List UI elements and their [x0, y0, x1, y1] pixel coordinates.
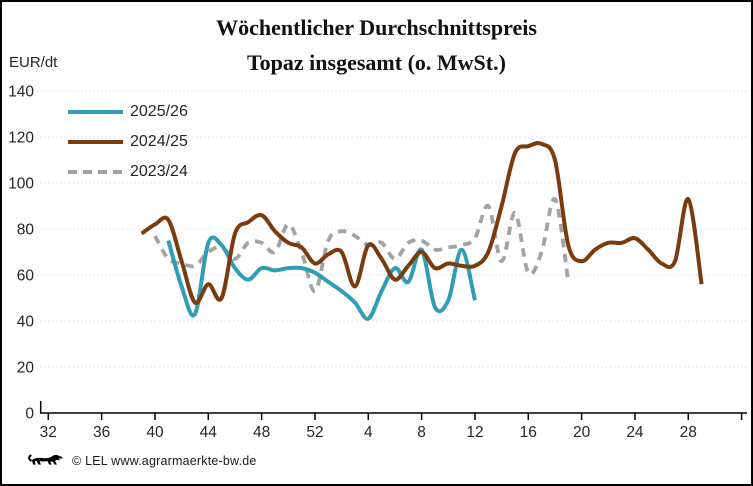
legend-line-sample-dashed-gray — [68, 170, 123, 174]
x-tick-label: 52 — [306, 424, 323, 441]
x-tick-label: 16 — [520, 424, 537, 441]
x-tick-label: 12 — [466, 424, 483, 441]
x-tick-label: 4 — [364, 424, 373, 441]
series-line-2024-25 — [140, 141, 704, 305]
y-tick-label: 100 — [8, 176, 34, 193]
series-line-2023-24 — [153, 197, 571, 294]
x-tick-label: 40 — [146, 424, 164, 441]
x-tick-label: 44 — [200, 424, 218, 441]
y-axis-unit-label: EUR/dt — [9, 54, 58, 71]
legend-item-2023-24: 2023/24 — [68, 157, 188, 187]
x-tick-label: 8 — [417, 424, 426, 441]
chart-title-line2: Topaz insgesamt (o. MwSt.) — [247, 50, 506, 75]
chart-title-line1: Wöchentlicher Durchschnittspreis — [216, 15, 537, 40]
bw-lion-logo-icon — [28, 454, 63, 465]
y-tick-label: 40 — [17, 314, 35, 331]
y-tick-label: 140 — [8, 84, 34, 101]
legend-item-2025-26: 2025/26 — [68, 97, 188, 127]
legend-label: 2025/26 — [130, 103, 188, 120]
y-tick-label: 60 — [17, 268, 35, 285]
legend-label: 2024/25 — [130, 133, 188, 150]
x-tick-label: 28 — [680, 424, 697, 441]
y-tick-label: 0 — [25, 406, 34, 423]
legend-item-2024-25: 2024/25 — [68, 127, 188, 157]
footer: © LEL www.agrarmaerkte-bw.de — [26, 452, 257, 470]
y-tick-label: 120 — [8, 130, 34, 147]
x-tick-label: 32 — [40, 424, 57, 441]
legend-line-sample-solid-brown — [68, 140, 123, 144]
legend: 2025/26 2024/25 2023/24 — [68, 97, 188, 187]
y-tick-label: 20 — [17, 360, 35, 377]
x-tick-label: 24 — [626, 424, 644, 441]
legend-label: 2023/24 — [130, 163, 188, 180]
x-tick-label: 36 — [93, 424, 110, 441]
footer-credit-text: © LEL www.agrarmaerkte-bw.de — [72, 454, 257, 468]
legend-line-sample-solid-teal — [68, 110, 123, 114]
x-tick-label: 48 — [253, 424, 270, 441]
y-tick-label: 80 — [17, 222, 35, 239]
x-tick-label: 20 — [573, 424, 591, 441]
